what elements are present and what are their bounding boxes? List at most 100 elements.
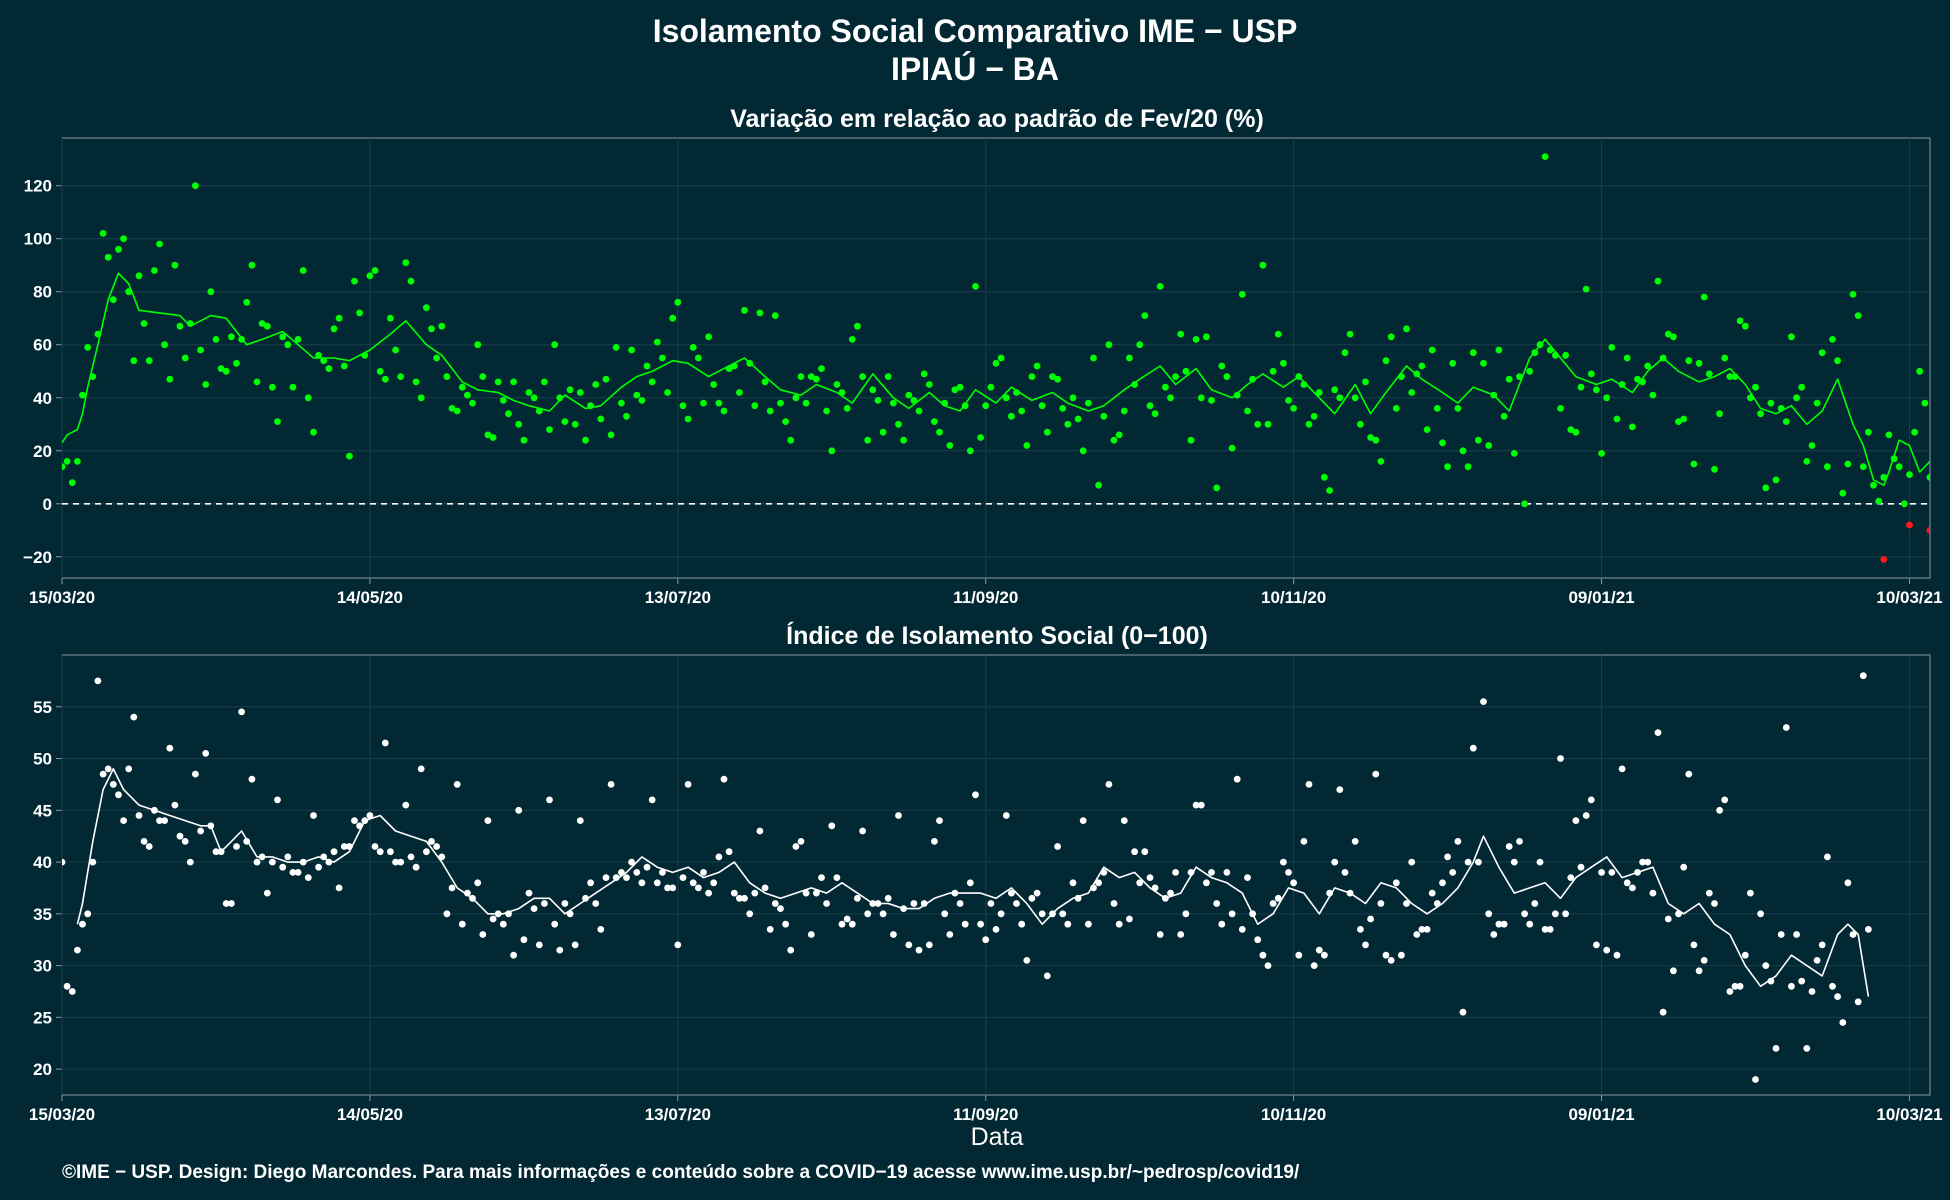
- green-data-point: [797, 373, 805, 380]
- green-data-point: [936, 428, 943, 436]
- green-data-point: [1192, 336, 1200, 343]
- white-data-point: [1726, 988, 1734, 995]
- green-data-point: [1716, 410, 1723, 418]
- white-data-point: [135, 812, 143, 819]
- green-data-point: [571, 420, 579, 428]
- green-data-point: [1875, 497, 1883, 505]
- white-data-point: [499, 920, 507, 928]
- white-data-point: [854, 894, 861, 902]
- green-data-point: [525, 389, 533, 396]
- green-data-point: [1577, 383, 1585, 391]
- white-data-point: [366, 812, 374, 819]
- green-data-point: [402, 259, 410, 266]
- green-data-point: [381, 375, 389, 383]
- green-data-point: [884, 373, 892, 380]
- white-data-point: [109, 781, 117, 788]
- white-data-point: [458, 920, 466, 928]
- white-data-point: [520, 936, 528, 944]
- white-data-point: [1747, 889, 1754, 897]
- white-data-point: [1274, 894, 1282, 902]
- white-data-point: [453, 781, 461, 788]
- white-data-point: [130, 713, 138, 721]
- white-data-point: [1741, 951, 1749, 959]
- green-data-point: [1085, 399, 1092, 407]
- green-data-point: [972, 283, 979, 290]
- white-data-point: [94, 677, 102, 685]
- panel1-title: Variação em relação ao padrão de Fev/20 …: [730, 105, 1264, 133]
- white-data-point: [1808, 988, 1816, 995]
- white-data-point: [720, 775, 728, 783]
- white-data-point: [1136, 879, 1144, 887]
- green-data-point: [1818, 349, 1826, 357]
- green-data-point: [1151, 410, 1159, 418]
- green-data-point: [269, 383, 276, 391]
- green-data-point: [1141, 312, 1149, 319]
- white-data-point: [571, 941, 579, 949]
- white-data-point: [407, 853, 415, 861]
- white-data-point: [1059, 910, 1067, 918]
- green-data-point: [1187, 436, 1195, 444]
- green-data-point: [464, 391, 471, 399]
- green-data-point: [1146, 402, 1154, 410]
- white-data-point: [1546, 926, 1554, 933]
- green-data-point: [181, 354, 189, 362]
- green-data-point: [628, 346, 635, 354]
- x-tick-label: 13/07/20: [645, 1105, 711, 1124]
- green-data-point: [833, 381, 841, 388]
- green-moving-average-line: [62, 272, 1930, 486]
- green-data-point: [787, 436, 795, 444]
- green-data-point: [289, 383, 297, 391]
- plot-area: [62, 153, 1930, 563]
- green-data-point: [1285, 397, 1292, 404]
- green-data-point: [458, 383, 466, 391]
- white-data-point: [1772, 1045, 1780, 1052]
- white-data-point: [1280, 858, 1287, 866]
- green-data-point: [474, 341, 482, 349]
- white-data-point: [1444, 853, 1451, 861]
- green-data-point: [982, 402, 990, 410]
- white-data-point: [99, 770, 107, 778]
- white-data-point: [89, 858, 97, 866]
- white-data-point: [715, 853, 723, 861]
- green-data-point: [1336, 394, 1344, 402]
- green-data-point: [695, 354, 702, 362]
- green-data-point: [479, 373, 487, 380]
- white-data-point: [653, 879, 661, 887]
- green-data-point: [1105, 341, 1113, 349]
- y-tick-label: 100: [24, 230, 52, 249]
- white-data-point: [1613, 951, 1621, 959]
- green-data-point: [1069, 394, 1077, 402]
- white-data-point: [879, 910, 887, 918]
- green-data-point: [638, 397, 646, 404]
- white-data-point: [1018, 920, 1026, 928]
- x-tick-label: 11/09/20: [953, 1105, 1018, 1124]
- white-data-point: [961, 920, 969, 928]
- green-data-point: [854, 322, 861, 330]
- green-data-point: [925, 381, 933, 388]
- white-data-point: [1639, 858, 1646, 866]
- green-data-point: [782, 418, 789, 425]
- green-data-point: [1521, 500, 1528, 508]
- white-data-point: [233, 843, 240, 850]
- green-data-point: [1372, 436, 1380, 444]
- white-data-point: [746, 910, 754, 918]
- white-data-point: [787, 946, 795, 954]
- white-data-point: [340, 843, 348, 850]
- green-data-point: [1582, 285, 1590, 293]
- green-data-point: [1326, 487, 1333, 494]
- white-data-point: [1126, 915, 1133, 923]
- white-data-point: [987, 900, 995, 907]
- green-data-point: [351, 277, 358, 285]
- green-data-point: [1290, 405, 1297, 412]
- y-tick-label: 20: [33, 1060, 52, 1079]
- green-data-point: [1870, 481, 1877, 489]
- white-data-point: [628, 858, 635, 866]
- white-data-point: [1156, 931, 1164, 938]
- green-data-point: [1172, 373, 1179, 380]
- green-data-point: [710, 381, 718, 388]
- green-data-point: [1095, 481, 1102, 489]
- green-data-point: [864, 436, 872, 444]
- green-data-point: [1762, 484, 1770, 492]
- white-data-point: [1593, 941, 1600, 949]
- green-data-point: [510, 378, 517, 386]
